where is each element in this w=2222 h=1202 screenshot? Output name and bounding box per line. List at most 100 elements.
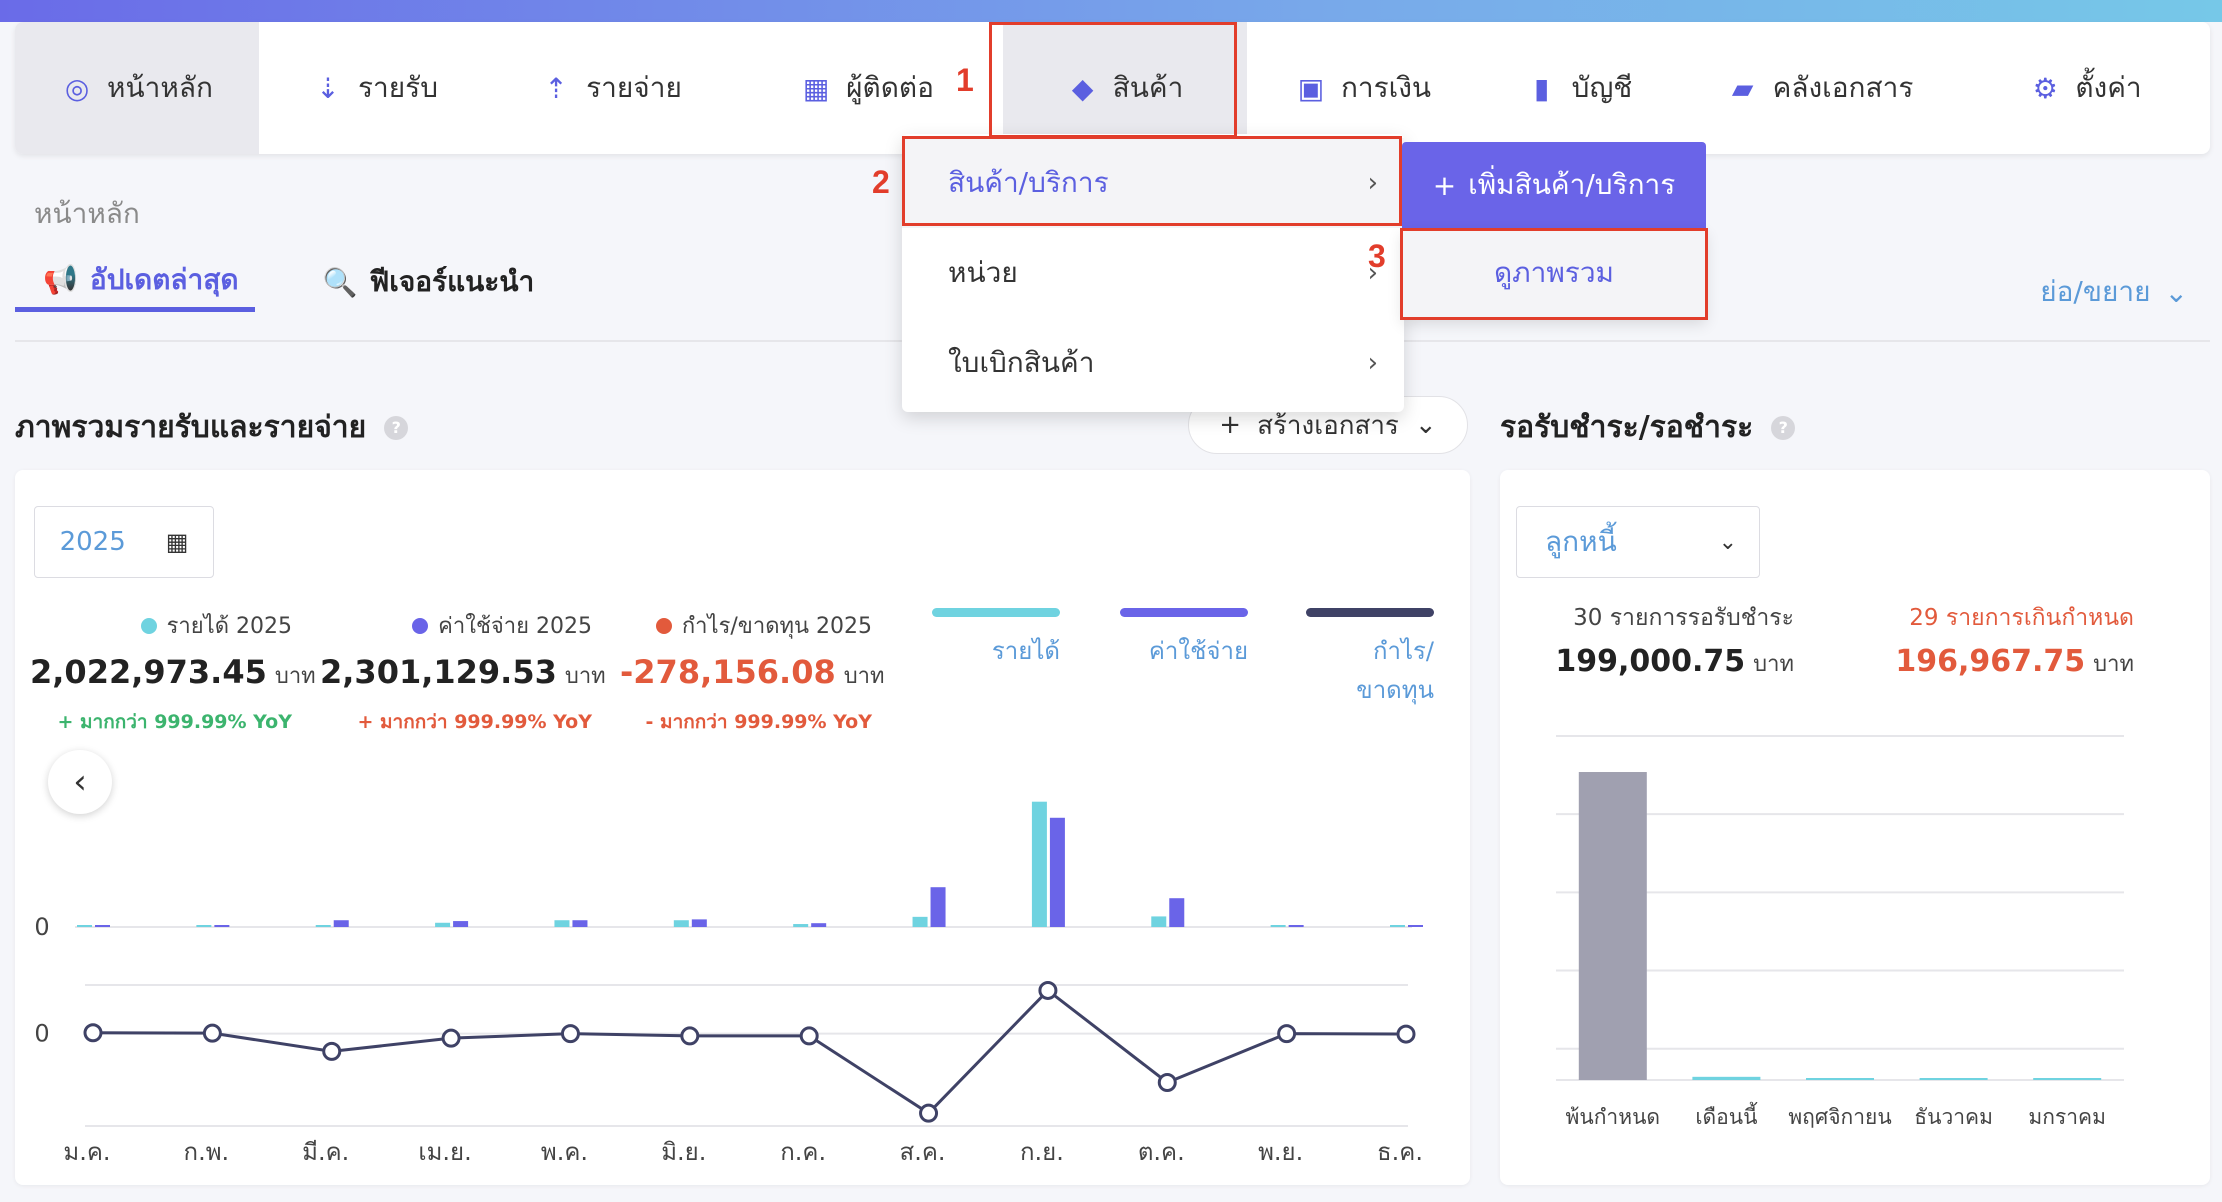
chevron-down-icon: ⌄ <box>1718 529 1737 555</box>
menu-item-products-services[interactable]: สินค้า/บริการ › <box>902 138 1404 228</box>
expense-sort-icon: ⇡ <box>544 71 568 105</box>
bar-income <box>315 925 331 927</box>
legend-profit[interactable]: กำไร/ขาดทุน <box>1306 608 1434 709</box>
bar-y-tick-label: 0 <box>34 913 49 941</box>
stat-label: กำไร/ขาดทุน 2025 <box>681 614 872 639</box>
ar-x-tick-label: เดือนนี้ <box>1695 1102 1757 1129</box>
overview-title-text: ภาพรวมรายรับและรายจ่าย <box>15 410 367 445</box>
nav-expense[interactable]: ⇡ รายจ่าย <box>491 22 731 154</box>
stat-expense: ค่าใช้จ่าย 2025 2,301,129.53 บาท + มากกว่… <box>320 608 606 737</box>
debtor-creditor-select[interactable]: ลูกหนี้ ⌄ <box>1516 506 1760 578</box>
menu-item-label: ใบเบิกสินค้า <box>948 346 1095 379</box>
chevron-right-icon: › <box>1367 348 1378 378</box>
cube-icon: ◆ <box>1071 71 1094 105</box>
nav-label: ผู้ติดต่อ <box>846 71 934 104</box>
chevron-right-icon: › <box>1367 168 1378 198</box>
create-document-label: สร้างเอกสาร <box>1257 410 1399 441</box>
menu-item-requisition[interactable]: ใบเบิกสินค้า › <box>902 318 1404 408</box>
nav-contacts[interactable]: ▦ ผู้ติดต่อ <box>731 22 1003 154</box>
stat-value: -278,156.08 <box>620 653 836 691</box>
help-icon[interactable]: ? <box>384 415 409 440</box>
pending-label: 30 รายการรอรับชำระ <box>1573 605 1794 631</box>
view-overview-button[interactable]: ดูภาพรวม <box>1402 228 1706 318</box>
nav-finance[interactable]: ▣ การเงิน <box>1247 22 1479 154</box>
ar-bar <box>1692 1076 1761 1080</box>
ar-bar <box>1806 1078 1874 1080</box>
megaphone-icon: 📢 <box>43 263 78 296</box>
nav-label: รายจ่าย <box>586 71 682 104</box>
menu-item-label: สินค้า/บริการ <box>948 166 1109 199</box>
tab-bar: 📢 อัปเดตล่าสุด 🔍 ฟีเจอร์แนะนำ <box>15 262 550 312</box>
receivables-title: รอรับชำระ/รอชำระ ? <box>1500 404 1796 451</box>
nav-documents[interactable]: ▰ คลังเอกสาร <box>1679 22 1961 154</box>
year-picker[interactable]: 2025 ▦ <box>34 506 214 578</box>
legend-expense[interactable]: ค่าใช้จ่าย <box>1120 608 1248 670</box>
bar-income <box>554 920 570 927</box>
select-value: ลูกหนี้ <box>1545 525 1617 558</box>
stat-yoy: - มากกว่า 999.99% YoY <box>645 711 872 733</box>
profit-point <box>1157 1073 1177 1092</box>
main-nav: ◎ หน้าหลัก ⇣ รายรับ ⇡ รายจ่าย ▦ ผู้ติดต่… <box>15 22 2210 154</box>
income-sort-icon: ⇣ <box>316 71 340 105</box>
profit-point <box>202 1023 222 1043</box>
legend-income[interactable]: รายได้ <box>932 608 1060 670</box>
chevron-down-icon: ⌄ <box>2164 275 2188 309</box>
bar-income <box>793 924 809 927</box>
x-tick-label: ก.ค. <box>780 1138 826 1166</box>
step-number-1: 1 <box>956 62 974 98</box>
nav-accounting[interactable]: ▮ บัญชี <box>1479 22 1679 154</box>
contacts-building-icon: ▦ <box>802 71 830 105</box>
x-tick-label: ส.ค. <box>900 1138 946 1166</box>
nav-products[interactable]: ◆ สินค้า <box>1003 22 1247 154</box>
step-number-3: 3 <box>1368 238 1386 274</box>
menu-item-label: หน่วย <box>948 256 1018 289</box>
tab-latest-updates[interactable]: 📢 อัปเดตล่าสุด <box>15 262 255 312</box>
stat-yoy: + มากกว่า 999.99% YoY <box>357 711 593 733</box>
stat-unit: บาท <box>274 664 316 689</box>
annotation-box-1 <box>989 22 1237 138</box>
bar-income <box>435 922 451 927</box>
stat-value: 2,022,973.45 <box>30 653 267 691</box>
x-tick-label: ก.พ. <box>184 1138 230 1166</box>
top-gradient-bar <box>0 0 2222 22</box>
nav-label: การเงิน <box>1340 71 1432 104</box>
receivables-chart: พ้นกำหนด เดือนนี้ พฤศจิกายน ธันวาคม มกราคม <box>1556 735 2124 1129</box>
tab-label: อัปเดตล่าสุด <box>89 262 239 296</box>
pending-stat: 30 รายการรอรับชำระ 199,000.75 บาท <box>1540 600 1794 681</box>
chevron-left-icon: ‹ <box>73 762 87 802</box>
profit-line <box>92 988 1407 1116</box>
nav-label: รายรับ <box>358 71 438 104</box>
bar-expense <box>1288 925 1304 927</box>
breadcrumb: หน้าหลัก <box>34 197 140 230</box>
pending-unit: บาท <box>1753 652 1794 677</box>
tab-recommended-features[interactable]: 🔍 ฟีเจอร์แนะนำ <box>295 262 551 312</box>
nav-dashboard[interactable]: ◎ หน้าหลัก <box>15 22 259 154</box>
dashboard-icon: ◎ <box>64 71 90 105</box>
chart-prev-button[interactable]: ‹ <box>48 750 112 814</box>
annotation-box-3 <box>1400 228 1708 320</box>
product-dropdown-menu: สินค้า/บริการ › หน่วย › ใบเบิกสินค้า › <box>902 134 1404 412</box>
ar-x-tick-label: พฤศจิกายน <box>1788 1105 1891 1129</box>
nav-income[interactable]: ⇣ รายรับ <box>259 22 491 154</box>
bar-income <box>1031 801 1047 927</box>
nav-label: หน้าหลัก <box>107 71 213 104</box>
gear-icon: ⚙ <box>2032 71 2058 105</box>
menu-item-units[interactable]: หน่วย › <box>902 228 1404 318</box>
nav-label: สินค้า <box>1112 71 1184 104</box>
add-product-button[interactable]: + เพิ่มสินค้า/บริการ <box>1402 142 1706 228</box>
nav-settings[interactable]: ⚙ ตั้งค่า <box>1961 22 2210 154</box>
bar-income <box>77 925 92 927</box>
profit-point <box>680 1026 700 1046</box>
profit-point <box>1277 1024 1297 1044</box>
tab-label: ฟีเจอร์แนะนำ <box>369 265 535 298</box>
profit-point <box>1396 1024 1416 1044</box>
collapse-toggle[interactable]: ย่อ/ขยาย ⌄ <box>2040 270 2188 314</box>
x-tick-label: ต.ค. <box>1138 1138 1185 1166</box>
profit-point <box>919 1103 939 1123</box>
receivables-title-text: รอรับชำระ/รอชำระ <box>1500 410 1754 445</box>
overdue-value: 196,967.75 <box>1895 644 2086 679</box>
plus-icon: + <box>1219 410 1242 440</box>
x-tick-label: ม.ค. <box>63 1138 110 1166</box>
annotation-box-2 <box>902 136 1402 226</box>
help-icon[interactable]: ? <box>1771 415 1796 440</box>
